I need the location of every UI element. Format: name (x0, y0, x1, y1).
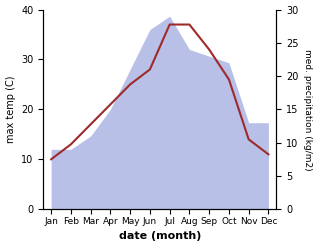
Y-axis label: med. precipitation (kg/m2): med. precipitation (kg/m2) (303, 49, 313, 170)
X-axis label: date (month): date (month) (119, 231, 201, 242)
Y-axis label: max temp (C): max temp (C) (5, 76, 16, 143)
